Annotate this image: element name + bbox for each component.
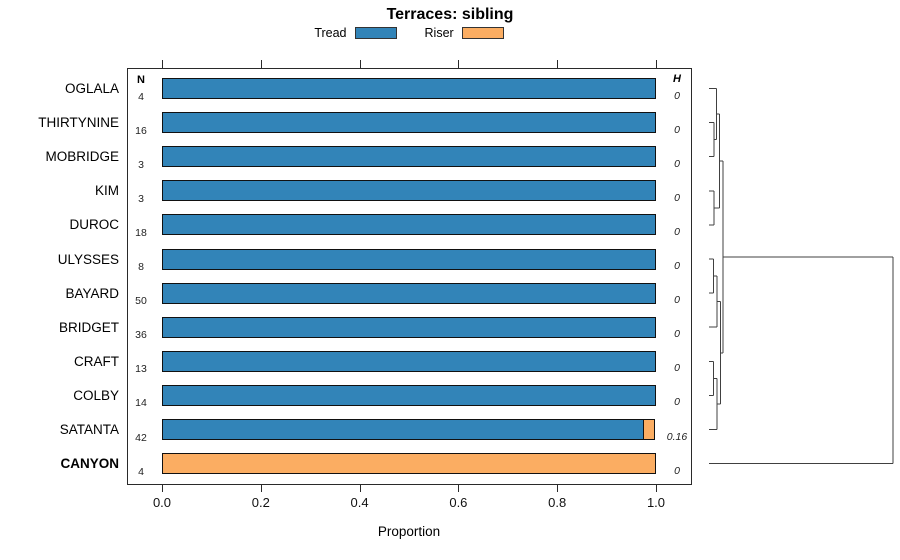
category-label-bridget: BRIDGET [58,319,119,335]
h-value: 0 [674,191,680,204]
category-label-ulysses: ULYSSES [57,251,119,267]
bottom-axis-tick [458,485,460,492]
bar-segment-tread [162,316,656,338]
h-value: 0 [674,260,680,272]
bottom-axis-tick [557,485,559,492]
n-count: 18 [135,226,147,239]
n-count: 14 [135,397,147,410]
n-count: 16 [135,124,147,137]
category-label-canyon: CANYON [60,456,119,472]
proportion-bar-craft [162,350,656,372]
bar-segment-tread [162,282,656,304]
legend-label-tread: Tread [314,26,347,40]
legend-item-riser: Riser [425,26,504,40]
n-count: 50 [135,295,147,308]
top-axis-tick [458,60,460,68]
legend: Tread Riser [0,26,818,40]
proportion-bar-canyon [162,453,656,475]
x-tick-label: 0.6 [449,495,468,510]
h-value: 0.16 [666,430,688,443]
bar-segment-tread [162,384,656,406]
h-value: 0 [674,464,680,477]
n-count: 36 [135,329,147,342]
n-count: 42 [135,431,147,444]
bottom-axis-tick [359,485,361,492]
top-axis-tick [162,60,163,68]
n-count: 4 [138,90,144,103]
legend-label-riser: Riser [424,26,454,40]
category-label-colby: COLBY [73,387,119,403]
h-value: 0 [674,396,680,409]
bar-segment-tread [162,112,656,134]
h-value: 0 [674,328,680,341]
n-count: 3 [138,192,144,205]
proportion-bar-bayard [162,282,656,304]
n-count: 8 [138,261,144,273]
h-column-header: H [673,73,681,85]
bottom-axis-tick [162,485,163,492]
category-label-craft: CRAFT [74,353,119,369]
proportion-bar-colby [162,384,656,406]
top-axis-tick [656,60,657,68]
category-label-thirtynine: THIRTYNINE [38,115,119,131]
bar-segment-tread [162,146,656,168]
category-label-duroc: DUROC [69,217,120,233]
h-value: 0 [674,157,680,170]
proportion-bar-duroc [162,214,656,236]
riser-color-swatch [461,27,504,39]
proportion-bar-bridget [162,316,656,338]
plot-area [127,68,692,485]
category-label-satanta: SATANTA [59,422,119,437]
n-count: 4 [138,465,144,478]
h-value: 0 [674,225,680,238]
x-tick-label: 0.4 [350,495,369,510]
n-count: 13 [135,363,147,376]
bar-segment-riser [162,453,656,475]
proportion-bar-ulysses [162,248,656,270]
h-value: 0 [674,362,680,375]
proportion-bar-thirtynine [162,112,656,134]
top-axis-tick [557,60,559,68]
bar-segment-tread [162,350,656,372]
x-tick-label: 0.2 [251,495,270,510]
bottom-axis-tick [656,485,657,492]
h-value: 0 [674,89,680,102]
category-label-oglala: OGLALA [64,81,119,96]
category-label-bayard: BAYARD [65,285,119,301]
h-value: 0 [674,123,680,136]
x-axis-label: Proportion [377,524,441,539]
bar-segment-tread [162,180,656,202]
proportion-bar-satanta [162,419,655,440]
bar-segment-tread [162,248,656,270]
category-label-kim: KIM [94,183,119,199]
tread-color-swatch [354,27,397,39]
proportion-bar-oglala [162,78,656,99]
x-tick-label: 0.0 [152,495,172,510]
n-count: 3 [138,158,144,171]
x-tick-label: 0.8 [548,495,567,510]
bar-segment-tread [162,78,656,99]
proportion-bar-mobridge [162,146,656,168]
proportion-bar-kim [162,180,656,202]
bottom-axis-tick [260,485,262,492]
chart-title: Terraces: sibling [386,6,514,23]
h-value: 0 [674,294,680,307]
x-tick-label: 1.0 [646,495,666,510]
category-label-mobridge: MOBRIDGE [45,149,119,165]
bar-segment-riser [643,419,655,440]
n-column-header: N [137,74,145,86]
bar-segment-tread [162,214,656,236]
legend-item-tread: Tread [314,26,397,40]
top-axis-tick [260,60,262,68]
top-axis-tick [359,60,361,68]
